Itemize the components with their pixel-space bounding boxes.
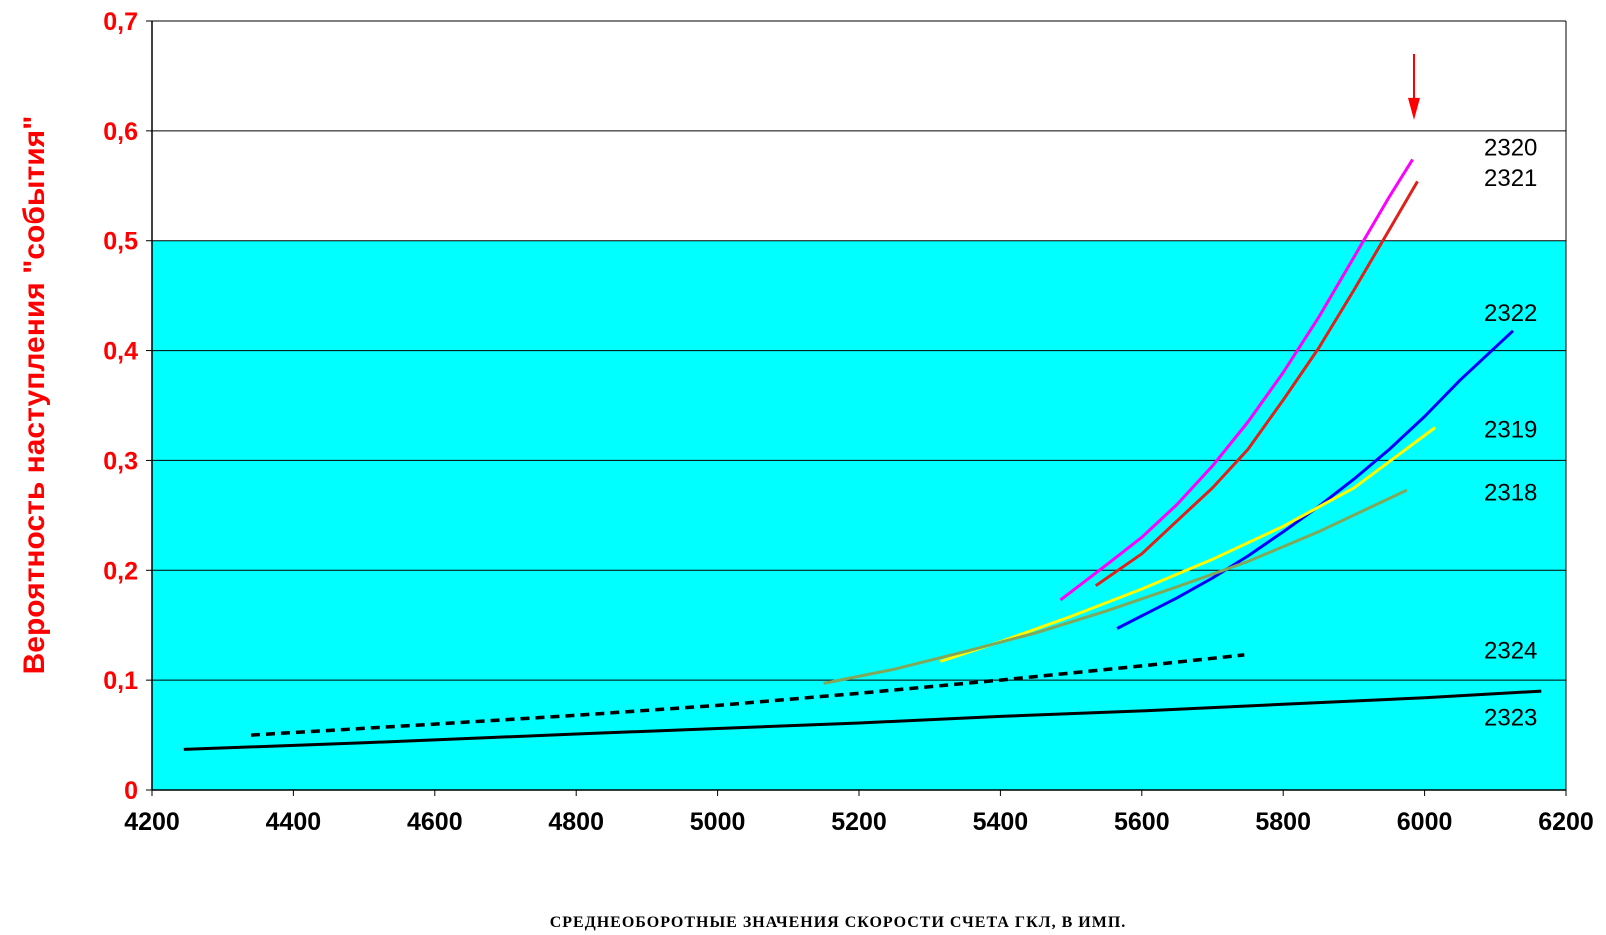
x-axis-title: СРЕДНЕОБОРОТНЫЕ ЗНАЧЕНИЯ СКОРОСТИ СЧЕТА … <box>550 914 1127 931</box>
series-line-2323 <box>183 689 1542 751</box>
y-tick-label: 0,4 <box>103 338 138 366</box>
series-label-2324: 2324 <box>1484 637 1537 664</box>
y-tick-label: 0,5 <box>103 228 138 256</box>
x-tick-label: 4600 <box>407 808 463 836</box>
x-tick-label: 5800 <box>1255 808 1311 836</box>
y-axis-title: Вероятность наступления "события" <box>18 116 51 675</box>
x-tick-label: 4800 <box>548 808 604 836</box>
y-tick-label: 0,3 <box>103 447 138 475</box>
x-tick-label: 5000 <box>690 808 746 836</box>
y-tick-label: 0,6 <box>103 118 138 146</box>
y-tick-label: 0,1 <box>103 667 138 695</box>
series-label-2318: 2318 <box>1484 479 1537 506</box>
series-line-2318 <box>823 488 1408 685</box>
axes: 0 0,1 0,2 0,3 0,4 0,5 0,6 0,7 4200 4400 4600 4800 50… <box>103 8 1594 836</box>
x-tick-label: 6200 <box>1538 808 1594 836</box>
plot-area <box>152 21 1566 790</box>
series-group <box>183 158 1542 751</box>
series-label-2322: 2322 <box>1484 300 1537 327</box>
x-tick-label: 5600 <box>1114 808 1170 836</box>
x-tick-label: 4200 <box>124 808 180 836</box>
series-line-2320 <box>1059 158 1414 602</box>
x-tick-label: 6000 <box>1397 808 1453 836</box>
arrow-head <box>1407 97 1420 120</box>
x-tick-label: 4400 <box>266 808 322 836</box>
y-tick-label: 0,2 <box>103 557 138 585</box>
series-label-2319: 2319 <box>1484 417 1537 444</box>
y-tick-label: 0 <box>124 777 138 805</box>
x-tick-label: 5400 <box>973 808 1029 836</box>
x-tick-label: 5200 <box>831 808 887 836</box>
series-line-2321 <box>1094 180 1419 587</box>
series-label-2320: 2320 <box>1484 134 1537 161</box>
y-tick-label: 0,7 <box>103 8 138 36</box>
shaded-band <box>152 240 1566 790</box>
series-label-2323: 2323 <box>1484 704 1537 731</box>
series-line-2319 <box>939 426 1437 663</box>
series-label-2321: 2321 <box>1484 165 1537 192</box>
labels: 2320 2321 2322 2319 2318 2324 2323 <box>1407 53 1537 731</box>
